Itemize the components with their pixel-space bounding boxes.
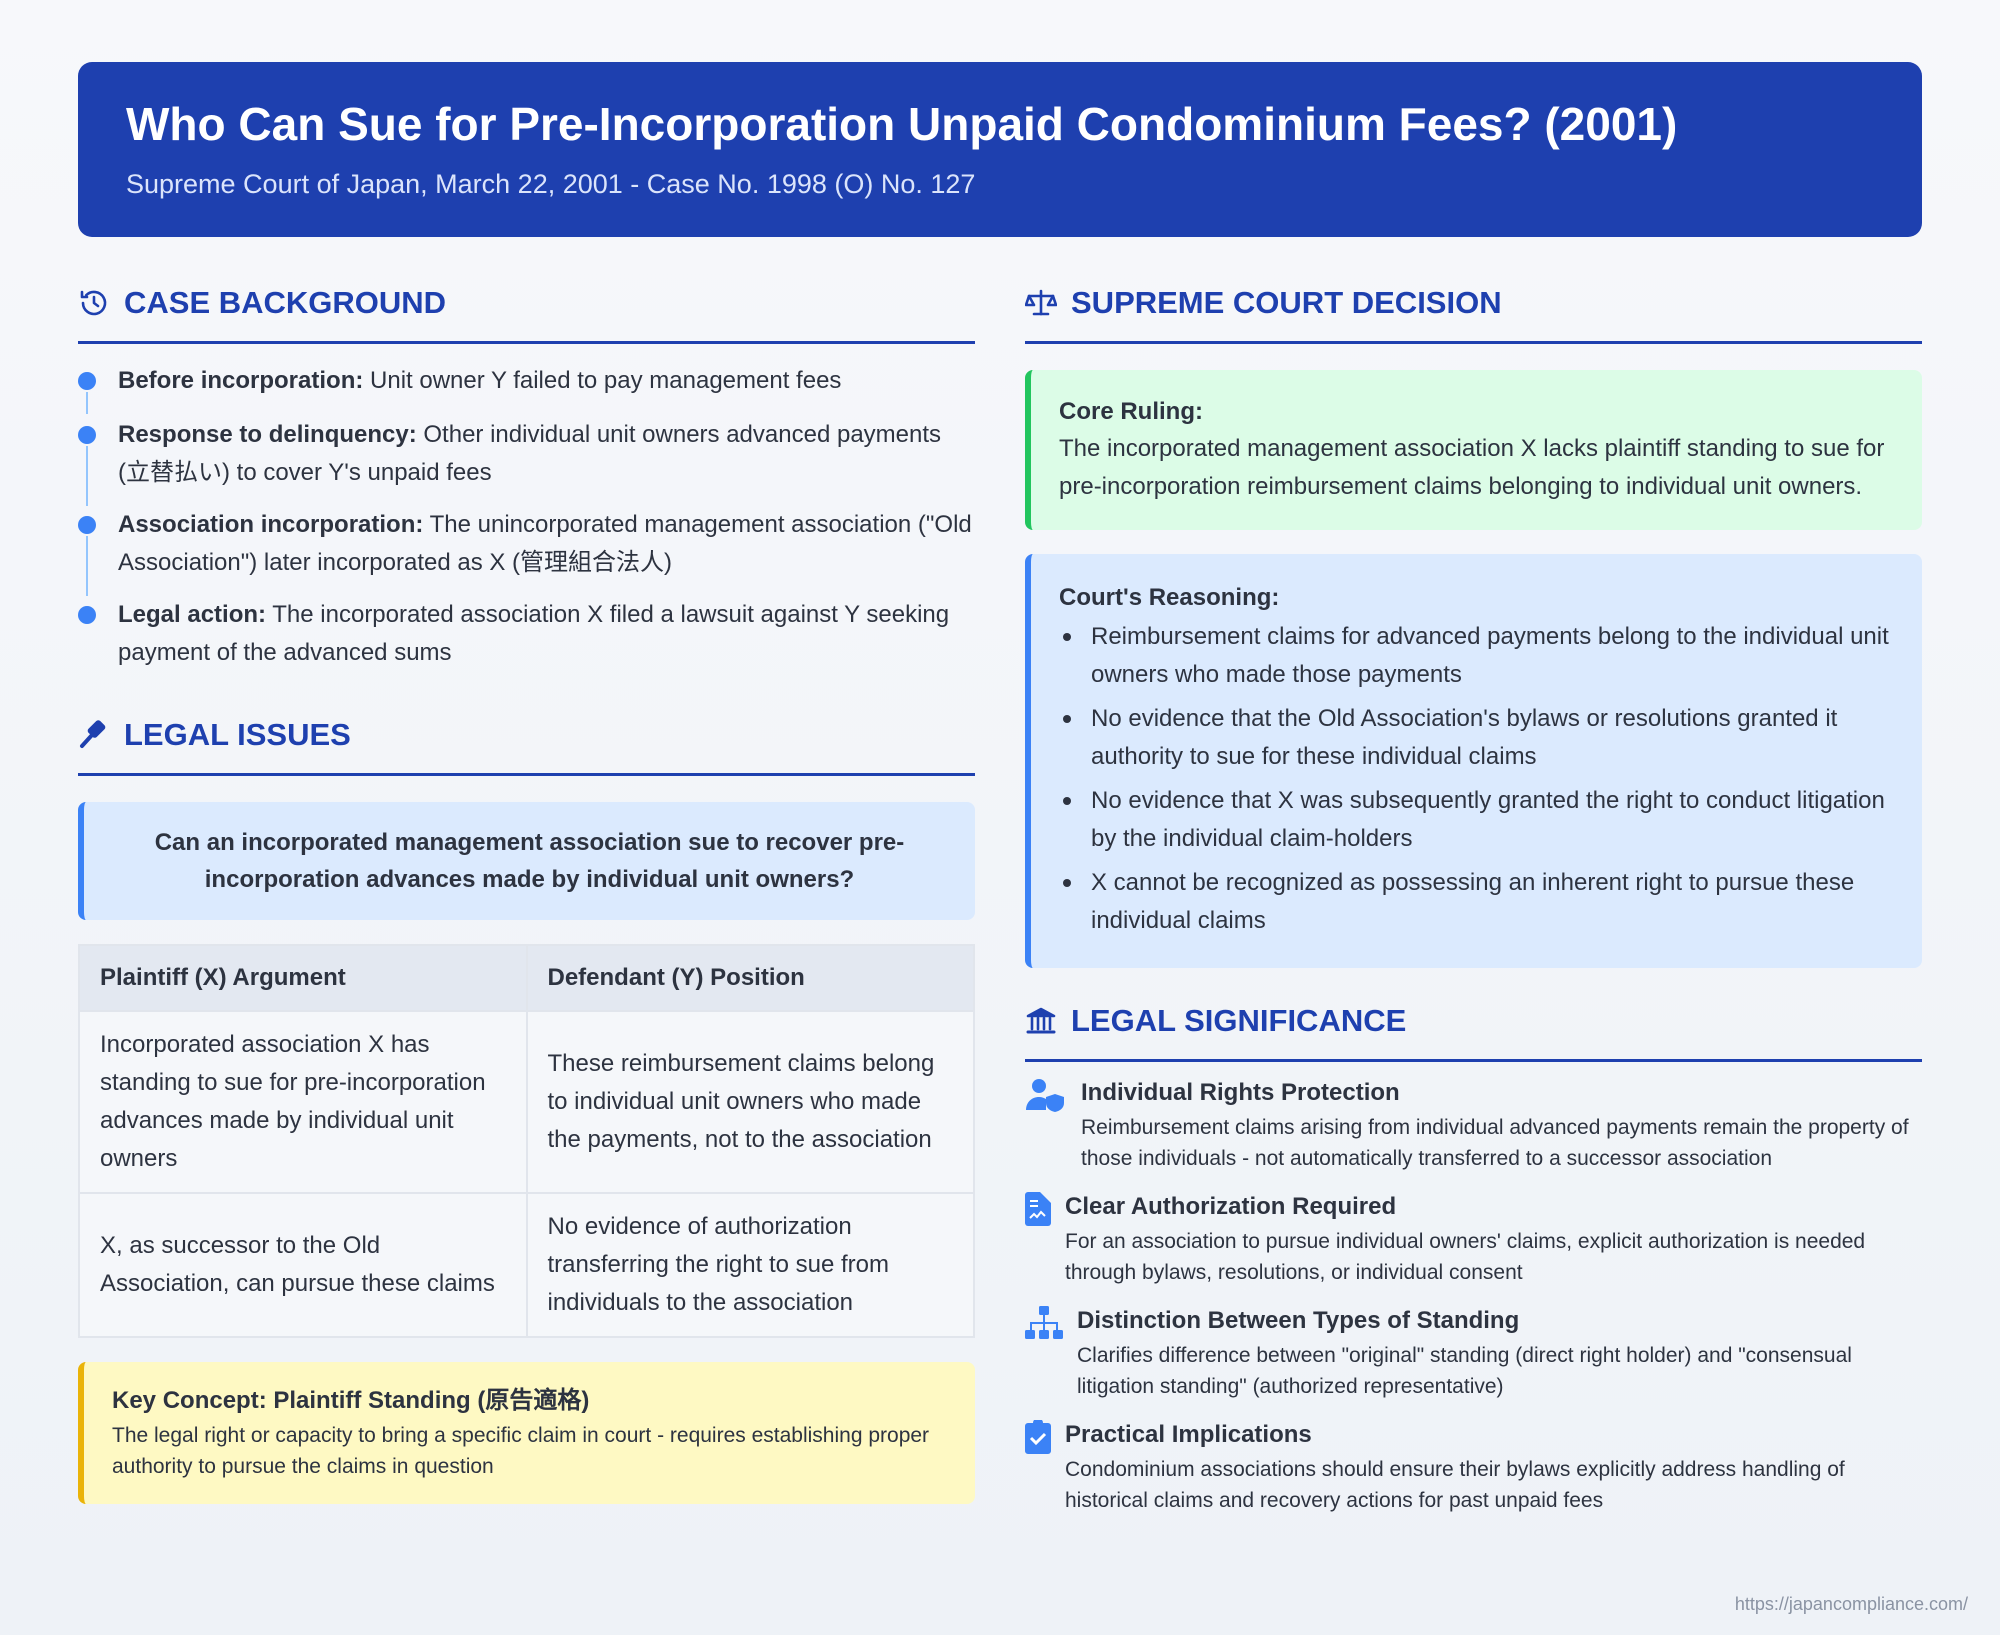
plaintiff-argument-cell: X, as successor to the Old Association, … [78, 1192, 528, 1338]
key-concept-box: Key Concept: Plaintiff Standing (原告適格) T… [78, 1362, 975, 1504]
reasoning-title: Court's Reasoning: [1059, 584, 1280, 611]
timeline-dot [78, 606, 96, 624]
decision-heading: SUPREME COURT DECISION [1025, 280, 1922, 344]
significance-item-text: Condominium associations should ensure t… [1065, 1458, 1845, 1512]
institution-icon [1026, 1007, 1056, 1033]
right-column: SUPREME COURT DECISION Core Ruling: The … [1025, 280, 1922, 1530]
table-row: X, as successor to the Old Association, … [78, 1192, 975, 1338]
list-item: No evidence that X was subsequently gran… [1059, 782, 1894, 858]
core-ruling-text: The incorporated management association … [1059, 435, 1885, 500]
list-item: No evidence that the Old Association's b… [1059, 700, 1894, 776]
reasoning-list: Reimbursement claims for advanced paymen… [1059, 618, 1894, 940]
defendant-position-cell: No evidence of authorization transferrin… [525, 1192, 975, 1338]
timeline-item: Before incorporation: Unit owner Y faile… [78, 362, 975, 414]
section-title: CASE BACKGROUND [124, 284, 447, 320]
page-title: Who Can Sue for Pre-Incorporation Unpaid… [126, 98, 1678, 150]
sitemap-icon [1025, 1306, 1063, 1340]
list-item: Reimbursement claims for advanced paymen… [1059, 618, 1894, 694]
significance-item: Distinction Between Types of Standing Cl… [1025, 1302, 1922, 1402]
significance-item-text: For an association to pursue individual … [1065, 1230, 1866, 1284]
case-background-heading: CASE BACKGROUND [78, 280, 975, 344]
page-subtitle: Supreme Court of Japan, March 22, 2001 -… [126, 168, 976, 199]
page-header: Who Can Sue for Pre-Incorporation Unpaid… [78, 62, 1922, 237]
section-title: SUPREME COURT DECISION [1071, 284, 1502, 320]
core-ruling-title: Core Ruling: [1059, 398, 1203, 425]
significance-item-title: Clear Authorization Required [1065, 1193, 1397, 1220]
scales-icon [1025, 289, 1057, 315]
central-question: Can an incorporated management associati… [78, 802, 975, 920]
timeline-item: Legal action: The incorporated associati… [78, 596, 975, 672]
defendant-column-header: Defendant (Y) Position [525, 944, 975, 1012]
clipboard-check-icon [1025, 1418, 1051, 1454]
source-url: https://japancompliance.com/ [1734, 1594, 1968, 1614]
legal-issues-heading: LEGAL ISSUES [78, 712, 975, 776]
significance-item-title: Practical Implications [1065, 1421, 1312, 1448]
section-title: LEGAL SIGNIFICANCE [1071, 1002, 1407, 1038]
significance-heading: LEGAL SIGNIFICANCE [1025, 998, 1922, 1062]
plaintiff-argument-cell: Incorporated association X has standing … [78, 1010, 528, 1194]
significance-item-title: Individual Rights Protection [1081, 1079, 1400, 1106]
table-row: Incorporated association X has standing … [78, 1010, 975, 1194]
file-contract-icon [1025, 1192, 1051, 1226]
timeline-item: Response to delinquency: Other individua… [78, 416, 975, 506]
key-concept-text: The legal right or capacity to bring a s… [112, 1424, 930, 1478]
timeline-dot [78, 426, 96, 444]
user-shield-icon [1025, 1078, 1065, 1112]
defendant-position-cell: These reimbursement claims belong to ind… [525, 1010, 975, 1194]
list-item: X cannot be recognized as possessing an … [1059, 864, 1894, 940]
significance-item-title: Distinction Between Types of Standing [1077, 1307, 1520, 1334]
reasoning-box: Court's Reasoning: Reimbursement claims … [1025, 554, 1922, 968]
gavel-icon [80, 719, 106, 748]
core-ruling-box: Core Ruling: The incorporated management… [1025, 370, 1922, 530]
significance-item-text: Clarifies difference between "original" … [1077, 1344, 1852, 1398]
significance-item: Practical Implications Condominium assoc… [1025, 1416, 1922, 1516]
significance-item-text: Reimbursement claims arising from indivi… [1081, 1116, 1909, 1170]
table-header-row: Plaintiff (X) Argument Defendant (Y) Pos… [78, 944, 975, 1012]
arguments-table: Plaintiff (X) Argument Defendant (Y) Pos… [78, 944, 975, 1338]
left-column: CASE BACKGROUND Before incorporation: Un… [78, 280, 975, 1504]
key-concept-title: Key Concept: Plaintiff Standing (原告適格) [112, 1387, 590, 1414]
plaintiff-column-header: Plaintiff (X) Argument [78, 944, 528, 1012]
background-timeline: Before incorporation: Unit owner Y faile… [78, 362, 975, 672]
history-icon [80, 290, 107, 315]
significance-item: Individual Rights Protection Reimburseme… [1025, 1074, 1922, 1174]
significance-item: Clear Authorization Required For an asso… [1025, 1188, 1922, 1288]
timeline-item: Association incorporation: The unincorpo… [78, 506, 975, 596]
timeline-dot [78, 516, 96, 534]
significance-list: Individual Rights Protection Reimburseme… [1025, 1074, 1922, 1516]
section-title: LEGAL ISSUES [124, 716, 351, 752]
timeline-dot [78, 372, 96, 390]
